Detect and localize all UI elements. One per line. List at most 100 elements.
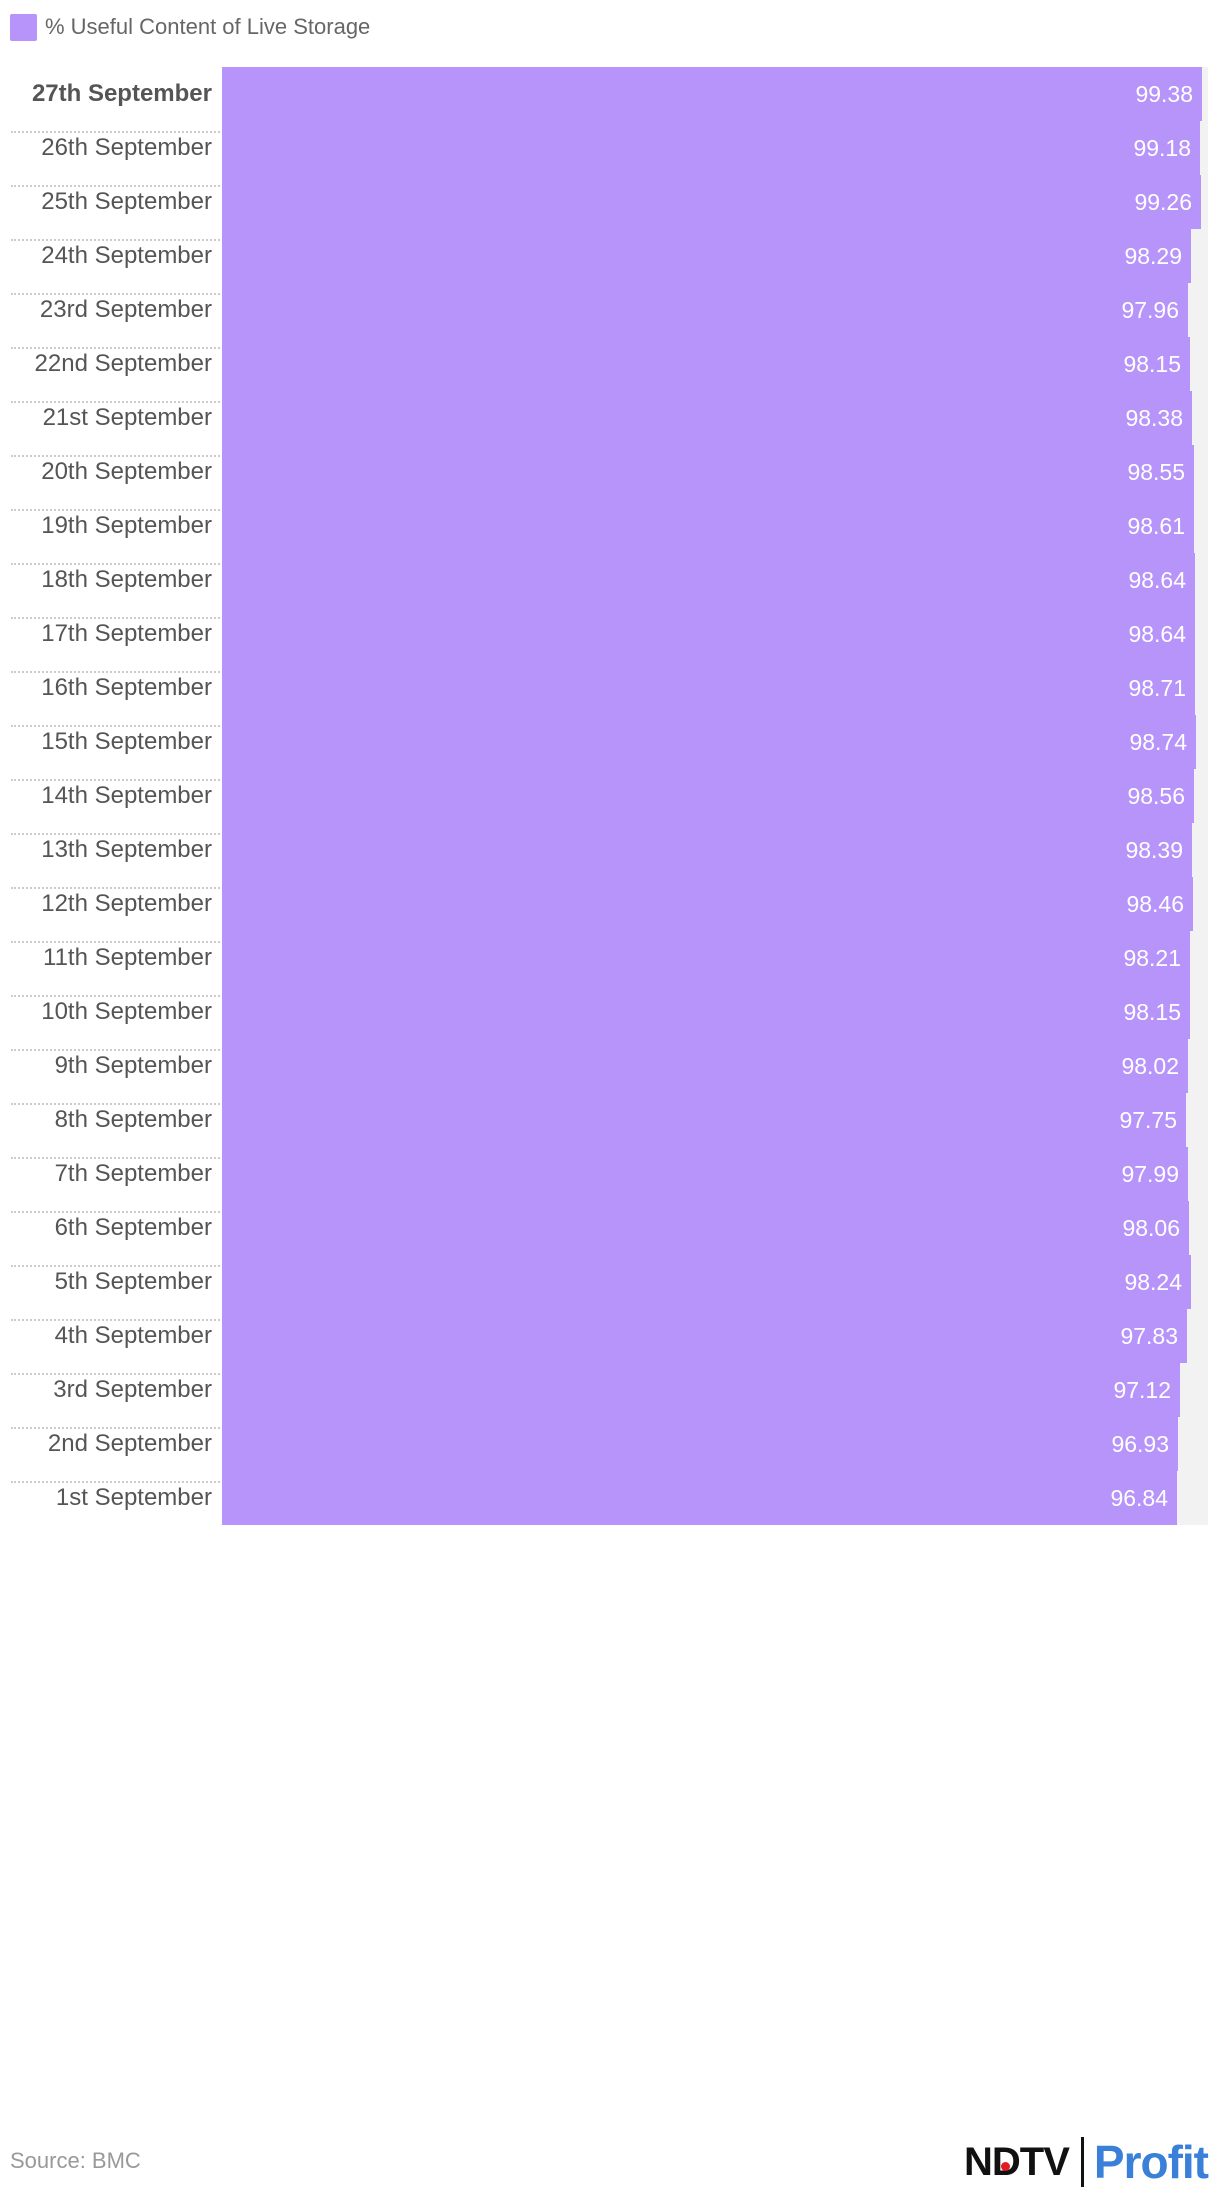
category-label: 2nd September bbox=[47, 1430, 212, 1457]
bar bbox=[222, 607, 1195, 661]
bar-row: 11th September 98.21 bbox=[0, 930, 1220, 1006]
category-label: 23rd September bbox=[39, 296, 212, 323]
legend-label: % Useful Content of Live Storage bbox=[45, 14, 371, 39]
value-label: 98.24 bbox=[1124, 1269, 1182, 1295]
value-label: 98.02 bbox=[1121, 1053, 1179, 1079]
bar bbox=[222, 553, 1195, 607]
bar bbox=[222, 229, 1191, 283]
bar bbox=[222, 283, 1188, 337]
category-label: 13th September bbox=[41, 836, 212, 863]
value-label: 98.74 bbox=[1129, 729, 1187, 755]
category-label: 11th September bbox=[43, 944, 212, 971]
bar bbox=[222, 1417, 1178, 1471]
bar-row: 12th September 98.46 bbox=[0, 876, 1220, 952]
category-label: 15th September bbox=[41, 728, 212, 755]
category-label: 24th September bbox=[41, 242, 212, 269]
value-label: 98.61 bbox=[1127, 513, 1185, 539]
bar-row: 5th September 98.24 bbox=[0, 1254, 1220, 1330]
bar bbox=[222, 661, 1195, 715]
value-label: 98.21 bbox=[1123, 945, 1181, 971]
value-label: 98.56 bbox=[1127, 783, 1185, 809]
value-label: 98.71 bbox=[1128, 675, 1186, 701]
value-label: 96.84 bbox=[1110, 1485, 1168, 1511]
bar-row: 22nd September 98.15 bbox=[0, 336, 1220, 412]
bar bbox=[222, 769, 1194, 823]
category-label: 19th September bbox=[41, 512, 212, 539]
value-label: 97.96 bbox=[1121, 297, 1179, 323]
category-label: 22nd September bbox=[34, 350, 212, 377]
bar-row: 1st September 96.84 bbox=[0, 1470, 1220, 1546]
category-label: 10th September bbox=[41, 998, 212, 1025]
bar-row: 7th September 97.99 bbox=[0, 1146, 1220, 1222]
bar bbox=[222, 1147, 1188, 1201]
bar bbox=[222, 1309, 1187, 1363]
category-label: 7th September bbox=[54, 1160, 212, 1187]
value-label: 97.99 bbox=[1121, 1161, 1179, 1187]
value-label: 99.38 bbox=[1135, 81, 1193, 107]
bar bbox=[222, 877, 1193, 931]
category-label: 16th September bbox=[41, 674, 212, 701]
bar-row: 2nd September 96.93 bbox=[0, 1416, 1220, 1492]
value-label: 98.29 bbox=[1124, 243, 1182, 269]
bar bbox=[222, 931, 1190, 985]
bar-row: 8th September 97.75 bbox=[0, 1092, 1220, 1168]
bar-row: 20th September 98.55 bbox=[0, 444, 1220, 520]
bar bbox=[222, 337, 1190, 391]
category-label: 5th September bbox=[54, 1268, 212, 1295]
value-label: 98.64 bbox=[1128, 567, 1186, 593]
value-label: 96.93 bbox=[1111, 1431, 1169, 1457]
bar bbox=[222, 67, 1202, 121]
category-label: 12th September bbox=[41, 890, 212, 917]
category-label: 17th September bbox=[41, 620, 212, 647]
value-label: 98.15 bbox=[1123, 999, 1181, 1025]
logo-ndtv: NDTV bbox=[964, 2139, 1070, 2184]
bar bbox=[222, 391, 1192, 445]
category-label: 6th September bbox=[54, 1214, 212, 1241]
bar bbox=[222, 985, 1190, 1039]
bar-row: 13th September 98.39 bbox=[0, 822, 1220, 898]
bar-row: 27th September 99.38 bbox=[0, 66, 1220, 142]
category-label: 21st September bbox=[42, 404, 212, 431]
bar bbox=[222, 121, 1200, 175]
value-label: 99.18 bbox=[1133, 135, 1191, 161]
value-label: 98.46 bbox=[1126, 891, 1184, 917]
bar-row: 24th September 98.29 bbox=[0, 228, 1220, 304]
bar-row: 14th September 98.56 bbox=[0, 768, 1220, 844]
bar bbox=[222, 1201, 1189, 1255]
category-label: 25th September bbox=[41, 188, 212, 215]
logo-dot bbox=[1001, 2161, 1010, 2171]
logo-profit: Profit bbox=[1093, 2136, 1209, 2188]
value-label: 99.26 bbox=[1134, 189, 1192, 215]
category-label: 20th September bbox=[41, 458, 212, 485]
bar bbox=[222, 499, 1194, 553]
logo-separator bbox=[1080, 2137, 1084, 2187]
bar bbox=[222, 1255, 1191, 1309]
category-label: 27th September bbox=[31, 80, 212, 107]
value-label: 98.64 bbox=[1128, 621, 1186, 647]
category-label: 8th September bbox=[54, 1106, 212, 1133]
bar bbox=[222, 715, 1196, 769]
value-label: 97.12 bbox=[1113, 1377, 1171, 1403]
value-label: 98.55 bbox=[1127, 459, 1185, 485]
bar bbox=[222, 1039, 1188, 1093]
bar-row: 10th September 98.15 bbox=[0, 984, 1220, 1060]
ndtv-profit-logo: NDTV Profit bbox=[964, 2134, 1209, 2190]
category-label: 3rd September bbox=[53, 1376, 212, 1403]
value-label: 98.39 bbox=[1125, 837, 1183, 863]
value-label: 97.83 bbox=[1120, 1323, 1178, 1349]
category-label: 26th September bbox=[41, 134, 212, 161]
category-label: 4th September bbox=[54, 1322, 212, 1349]
bar bbox=[222, 823, 1192, 877]
category-label: 1st September bbox=[55, 1484, 212, 1511]
bar-row: 21st September 98.38 bbox=[0, 390, 1220, 466]
bar-row: 4th September 97.83 bbox=[0, 1308, 1220, 1384]
bar bbox=[222, 1471, 1177, 1525]
bar bbox=[222, 1363, 1180, 1417]
bar bbox=[222, 445, 1194, 499]
value-label: 98.15 bbox=[1123, 351, 1181, 377]
bar bbox=[222, 1093, 1186, 1147]
bar-row: 25th September 99.26 bbox=[0, 174, 1220, 250]
category-label: 18th September bbox=[41, 566, 212, 593]
legend: % Useful Content of Live Storage bbox=[10, 13, 370, 41]
bar-row: 23rd September 97.96 bbox=[0, 282, 1220, 358]
